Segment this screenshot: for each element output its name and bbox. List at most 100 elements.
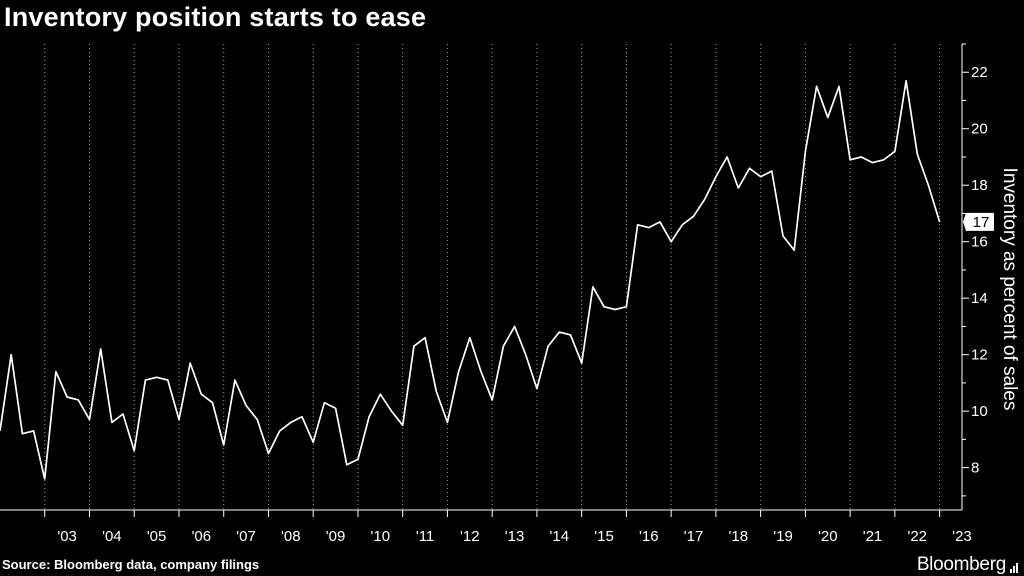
x-tick-label: '04 (102, 528, 122, 545)
data-point (603, 306, 605, 308)
data-point (391, 410, 393, 412)
data-point (570, 334, 572, 336)
source-note: Source: Bloomberg data, company filings (2, 557, 260, 572)
x-tick-label: '12 (460, 528, 480, 545)
x-tick-label: '15 (594, 528, 614, 545)
data-point (905, 80, 907, 82)
x-tick-label: '21 (863, 528, 883, 545)
last-value-badge (963, 212, 994, 231)
y-tick-label: 8 (971, 460, 979, 477)
data-point (503, 345, 505, 347)
data-point (324, 402, 326, 404)
data-point (458, 371, 460, 373)
x-tick-label: '09 (326, 528, 346, 545)
data-point (357, 458, 359, 460)
data-point (55, 371, 57, 373)
y-tick-label: 10 (971, 403, 988, 420)
y-tick-label: 22 (971, 64, 988, 81)
data-point (156, 376, 158, 378)
data-point (312, 441, 314, 443)
data-point (592, 286, 594, 288)
data-point (581, 362, 583, 364)
data-point (693, 215, 695, 217)
data-point (559, 331, 561, 333)
brand-bars-icon (1009, 551, 1018, 573)
data-point (648, 227, 650, 229)
bloomberg-logo: Bloomberg (917, 551, 1018, 576)
data-point (469, 337, 471, 339)
data-point (100, 348, 102, 350)
data-point (715, 176, 717, 178)
grid-lines (44, 44, 941, 510)
x-tick-label: '03 (57, 528, 77, 545)
data-point (916, 153, 918, 155)
data-point (547, 345, 549, 347)
data-point (760, 176, 762, 178)
data-point (435, 391, 437, 393)
data-point (402, 424, 404, 426)
x-tick-label: '23 (952, 528, 972, 545)
x-tick-label: '20 (818, 528, 838, 545)
x-tick-label: '10 (371, 528, 391, 545)
data-point (268, 453, 270, 455)
x-tick-label: '05 (147, 528, 167, 545)
x-tick-label: '13 (505, 528, 525, 545)
data-point (659, 221, 661, 223)
data-point (78, 399, 80, 401)
data-point (189, 362, 191, 364)
data-point (771, 170, 773, 172)
data-point (614, 309, 616, 311)
data-point (816, 86, 818, 88)
data-point (256, 419, 258, 421)
data-point (22, 433, 24, 435)
data-point (380, 393, 382, 395)
data-point (133, 450, 135, 452)
data-point (805, 151, 807, 153)
y-tick-label: 12 (971, 347, 988, 364)
series-line (0, 79, 941, 480)
y-axis-title: Inventory as percent of sales (999, 168, 1020, 411)
y-tick-label: 18 (971, 177, 988, 194)
data-point (346, 464, 348, 466)
data-point (682, 224, 684, 226)
data-point (670, 241, 672, 243)
data-point (178, 419, 180, 421)
y-tick-label: 14 (971, 290, 988, 307)
data-point (145, 379, 147, 381)
labels: 8 10 12 14 16 18 20 22 '03 '04 '05 '06 '07 '08 '09 '10 '… (57, 64, 1020, 545)
data-point (704, 199, 706, 201)
data-point (525, 354, 527, 356)
data-point (883, 159, 885, 161)
data-point (89, 419, 91, 421)
data-point (301, 416, 303, 418)
data-point (838, 86, 840, 88)
y-tick-label: 16 (971, 234, 988, 251)
data-point (827, 117, 829, 119)
brand-name: Bloomberg (916, 554, 1006, 575)
data-point (290, 422, 292, 424)
data-point (212, 402, 214, 404)
data-point (782, 235, 784, 237)
data-point (536, 388, 538, 390)
x-tick-label: '11 (416, 528, 434, 545)
y-tick-label: 20 (971, 121, 988, 138)
x-tick-label: '14 (550, 528, 570, 545)
data-point (33, 430, 35, 432)
data-point (861, 156, 863, 158)
data-point (201, 393, 203, 395)
data-point (368, 416, 370, 418)
data-point (167, 379, 169, 381)
x-tick-label: '22 (907, 528, 927, 545)
x-tick-label: '18 (728, 528, 748, 545)
last-value-label: 17 (973, 214, 990, 231)
data-point (793, 249, 795, 251)
data-point (928, 184, 930, 186)
x-tick-label: '19 (773, 528, 793, 545)
data-point (491, 399, 493, 401)
data-point (66, 396, 68, 398)
x-tick-label: '16 (639, 528, 659, 545)
series-layer (0, 79, 941, 480)
data-point (44, 478, 46, 480)
data-point (279, 430, 281, 432)
